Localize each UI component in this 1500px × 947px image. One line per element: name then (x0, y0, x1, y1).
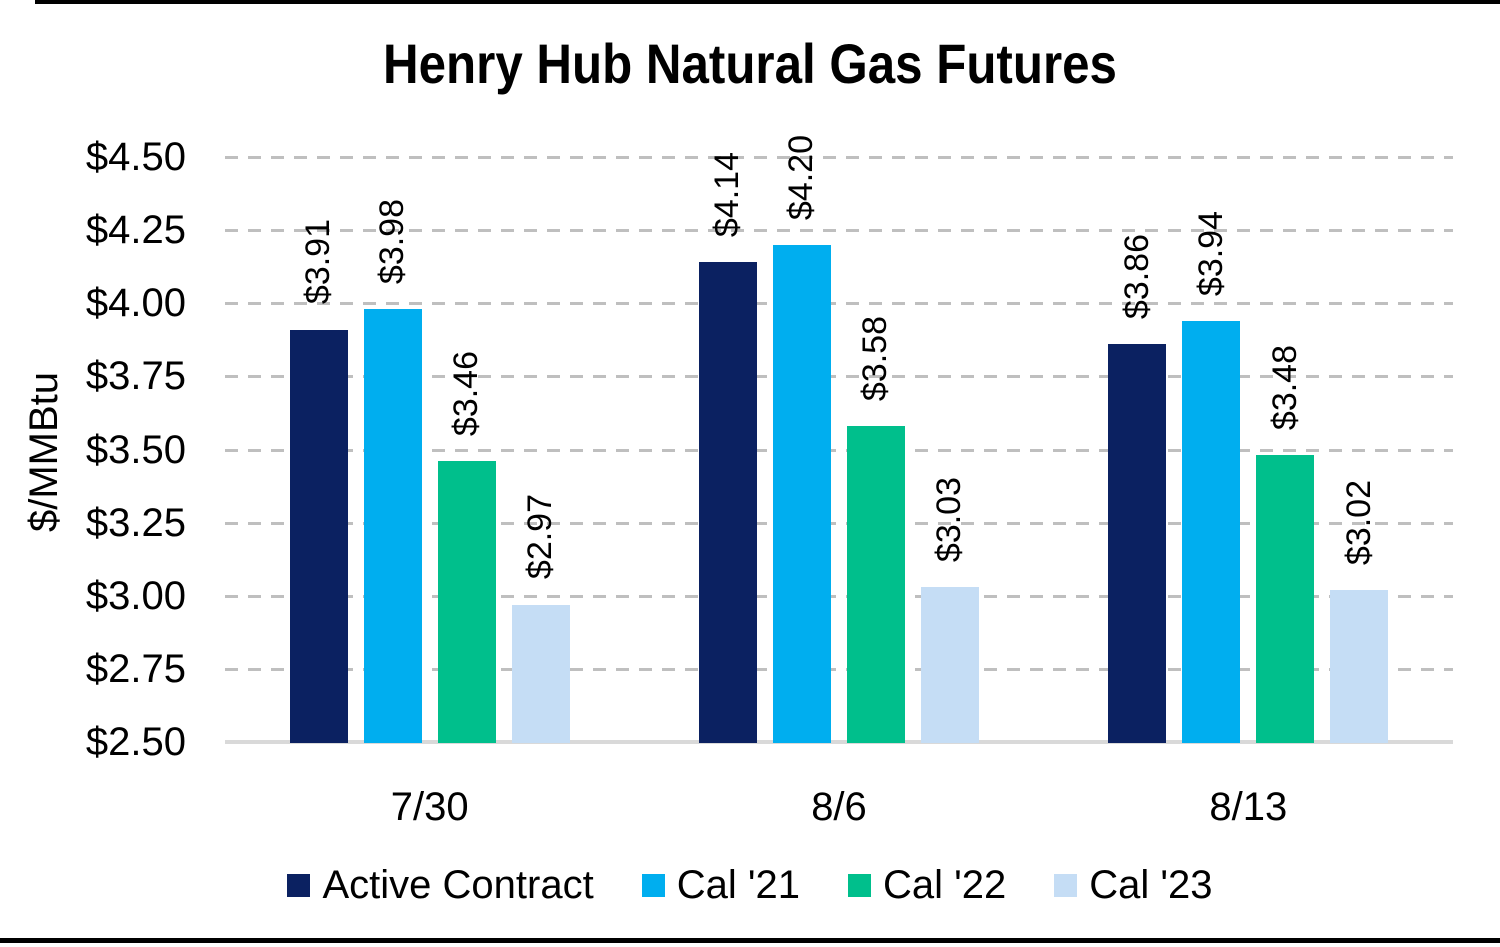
value-label-wrap: $3.58 (846, 316, 906, 401)
y-tick-label: $2.50 (85, 720, 186, 764)
legend-swatch (641, 873, 665, 897)
y-tick-label: $3.75 (85, 354, 186, 399)
value-label: $3.94 (1191, 210, 1230, 296)
value-label: $3.58 (856, 316, 895, 402)
gridline (225, 448, 1453, 452)
value-label-wrap: $3.48 (1255, 345, 1315, 430)
value-label-wrap: $3.03 (920, 477, 980, 562)
bottom-rule-line (0, 938, 1500, 943)
value-label: $3.46 (446, 351, 485, 437)
y-tick-label: $2.75 (85, 646, 186, 691)
x-tick-label: 8/13 (1209, 785, 1288, 829)
value-label-wrap: $2.97 (511, 494, 571, 579)
value-label: $3.03 (930, 476, 969, 562)
bar (1256, 455, 1315, 743)
value-label: $2.97 (520, 494, 559, 580)
y-tick-label: $3.50 (85, 427, 186, 472)
value-label-wrap: $4.14 (698, 152, 758, 237)
legend-swatch (287, 873, 311, 897)
value-label-wrap: $3.46 (437, 351, 497, 436)
bar (773, 244, 831, 743)
legend-swatch (847, 873, 871, 897)
value-label: $3.91 (298, 219, 337, 305)
value-label: $4.14 (708, 152, 747, 238)
bar (511, 604, 570, 743)
value-label-wrap: $3.91 (289, 219, 349, 304)
x-tick-label: 7/30 (390, 785, 469, 829)
legend: Active Contract Cal '21 Cal '22 Cal '23 (0, 861, 1500, 909)
bar (921, 586, 979, 743)
y-tick-label: $4.50 (85, 135, 186, 179)
value-label: $3.02 (1339, 479, 1378, 565)
gridline (225, 229, 1453, 233)
legend-swatch (1054, 873, 1078, 897)
legend-label: Active Contract (322, 863, 594, 907)
gridline (225, 156, 1453, 159)
bar (363, 309, 422, 743)
value-label: $3.86 (1117, 234, 1156, 320)
bar (1182, 320, 1241, 743)
value-label-wrap: $3.02 (1329, 480, 1389, 565)
legend-item: Active Contract (287, 861, 594, 909)
legend-label: Cal '21 (676, 863, 800, 907)
value-label-wrap: $3.94 (1181, 211, 1241, 296)
legend-item: Cal '21 (641, 861, 800, 909)
bar (437, 461, 496, 743)
bar (847, 426, 905, 743)
x-axis-line (225, 740, 1453, 744)
gridline (225, 302, 1453, 306)
gridline (225, 594, 1453, 598)
value-label: $3.98 (372, 199, 411, 285)
legend-item: Cal '22 (847, 861, 1007, 909)
legend-label: Cal '22 (882, 863, 1007, 907)
value-label: $4.20 (782, 134, 821, 220)
value-label: $3.48 (1265, 345, 1304, 431)
gridline (225, 521, 1453, 525)
gridline (225, 375, 1453, 379)
bar (289, 329, 348, 743)
bar (1108, 344, 1167, 743)
y-tick-label: $3.25 (85, 500, 186, 545)
y-tick-label: $3.00 (85, 573, 186, 618)
y-tick-label: $4.00 (85, 281, 186, 326)
value-label-wrap: $3.98 (363, 199, 423, 284)
chart-title: Henry Hub Natural Gas Futures (383, 32, 1117, 95)
value-label-wrap: $3.86 (1107, 234, 1167, 319)
gridline (225, 667, 1453, 671)
y-tick-label: $4.25 (85, 208, 186, 253)
bar (1330, 589, 1389, 743)
x-tick-label: 8/6 (811, 785, 867, 829)
value-label-wrap: $4.20 (772, 135, 832, 220)
top-rule-line (35, 0, 1500, 4)
bar (699, 262, 757, 743)
legend-item: Cal '23 (1054, 861, 1213, 909)
legend-label: Cal '23 (1089, 863, 1213, 907)
